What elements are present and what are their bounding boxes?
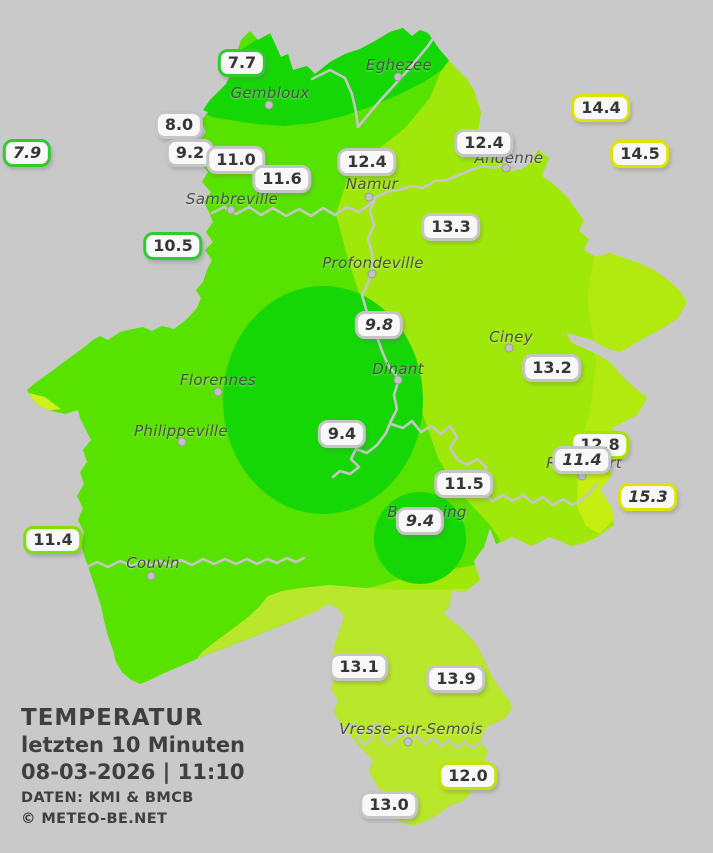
city-dot-sambreville (226, 205, 236, 215)
temp-band-east (566, 250, 687, 490)
city-dot-dinant (393, 375, 403, 385)
river-viroin (83, 556, 306, 570)
city-label-sambreville: Sambreville (185, 190, 279, 208)
temp-label-7-7-0: 7.7 (217, 49, 267, 77)
temp-label-9-4-14: 9.4 (317, 420, 367, 448)
temp-label-11-6-5: 11.6 (252, 165, 312, 193)
temp-label-13-0-24: 13.0 (359, 791, 419, 819)
temp-label-9-8-12: 9.8 (354, 311, 404, 339)
city-dot-gembloux (264, 100, 274, 110)
city-dot-namur (364, 192, 374, 202)
city-label-vresse-sur-semois: Vresse-sur-Semois (339, 720, 483, 738)
city-dot-philippeville (177, 437, 187, 447)
city-dot-eghezee (393, 72, 403, 82)
river-meuse-south (331, 196, 400, 479)
city-label-eghezee: Eghezee (365, 56, 433, 74)
temp-label-9-4-19: 9.4 (395, 507, 445, 535)
temp-label-15-3-17: 15.3 (618, 483, 678, 511)
temp-label-9-2-3: 9.2 (165, 139, 215, 167)
temp-label-13-3-11: 13.3 (421, 213, 481, 241)
map-data-credits: DATEN: KMI & BMCB (21, 790, 194, 806)
map-subtitle: letzten 10 Minuten (21, 733, 246, 757)
temp-label-12-4-7: 12.4 (454, 129, 514, 157)
map-datetime: 08-03-2026 | 11:10 (21, 760, 245, 784)
temp-label-11-5-18: 11.5 (434, 470, 494, 498)
map-copyright: © METEO-BE.NET (21, 811, 168, 827)
city-dot-couvin (146, 571, 156, 581)
temp-label-12-4-6: 12.4 (337, 148, 397, 176)
city-label-ciney: Ciney (489, 328, 533, 346)
temp-label-14-4-8: 14.4 (571, 94, 631, 122)
city-dot-andenne (501, 163, 511, 173)
temp-blob-center (223, 286, 423, 514)
temp-label-11-4-16: 11.4 (552, 446, 612, 474)
city-label-couvin: Couvin (126, 554, 180, 572)
temp-band-west-sliver (29, 393, 61, 411)
temp-label-7-9-2: 7.9 (2, 139, 52, 167)
map-title-block: TEMPERATUR letzten 10 Minuten 08-03-2026… (21, 704, 245, 830)
temp-label-10-5-10: 10.5 (143, 232, 203, 260)
temp-label-8-0-1: 8.0 (154, 111, 204, 139)
river-sambre (210, 196, 377, 218)
temp-label-13-9-22: 13.9 (426, 665, 486, 693)
river-mehaigne (310, 28, 444, 129)
city-dot-profondeville (367, 269, 377, 279)
city-label-florennes: Florennes (179, 371, 257, 389)
city-label-philippeville: Philippeville (134, 422, 228, 440)
city-label-gembloux: Gembloux (230, 84, 310, 102)
city-label-profondeville: Profondeville (322, 254, 424, 272)
temp-label-13-1-21: 13.1 (329, 653, 389, 681)
temp-label-13-2-13: 13.2 (522, 354, 582, 382)
temp-label-14-5-9: 14.5 (610, 140, 670, 168)
city-dot-ciney (504, 343, 514, 353)
city-label-dinant: Dinant (372, 360, 424, 378)
temp-label-11-4-20: 11.4 (23, 526, 83, 554)
map-title: TEMPERATUR (21, 705, 204, 731)
city-dot-florennes (213, 387, 223, 397)
temp-label-12-0-23: 12.0 (438, 762, 498, 790)
temp-label-11-0-4: 11.0 (206, 146, 266, 174)
city-dot-vresse-sur-semois (403, 737, 413, 747)
city-label-namur: Namur (345, 175, 399, 193)
